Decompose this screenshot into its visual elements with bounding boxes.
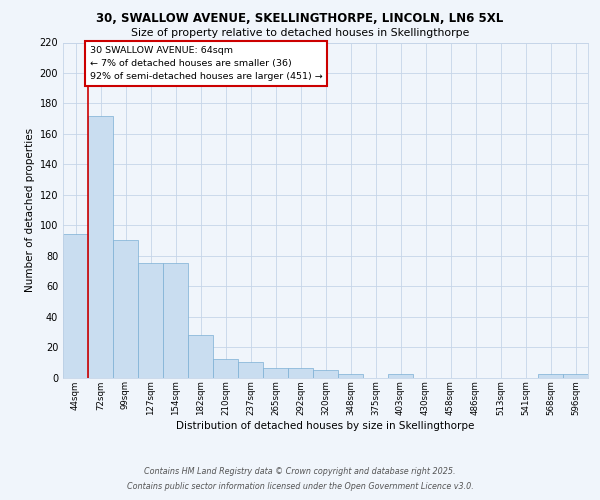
Bar [113,240,138,378]
Bar [63,234,88,378]
Bar [288,368,313,378]
Text: Contains public sector information licensed under the Open Government Licence v3: Contains public sector information licen… [127,482,473,491]
Y-axis label: Number of detached properties: Number of detached properties [25,128,35,292]
Bar [138,264,163,378]
X-axis label: Distribution of detached houses by size in Skellingthorpe: Distribution of detached houses by size … [176,420,475,430]
Bar [238,362,263,378]
Text: Size of property relative to detached houses in Skellingthorpe: Size of property relative to detached ho… [131,28,469,38]
Bar [313,370,338,378]
Bar [538,374,563,378]
Bar [263,368,288,378]
Text: 30 SWALLOW AVENUE: 64sqm
← 7% of detached houses are smaller (36)
92% of semi-de: 30 SWALLOW AVENUE: 64sqm ← 7% of detache… [90,46,323,81]
Bar [188,335,213,378]
Text: Contains HM Land Registry data © Crown copyright and database right 2025.: Contains HM Land Registry data © Crown c… [144,467,456,476]
Bar [163,264,188,378]
Bar [338,374,363,378]
Bar [213,359,238,378]
Text: 30, SWALLOW AVENUE, SKELLINGTHORPE, LINCOLN, LN6 5XL: 30, SWALLOW AVENUE, SKELLINGTHORPE, LINC… [97,12,503,26]
Bar [563,374,588,378]
Bar [88,116,113,378]
Bar [388,374,413,378]
